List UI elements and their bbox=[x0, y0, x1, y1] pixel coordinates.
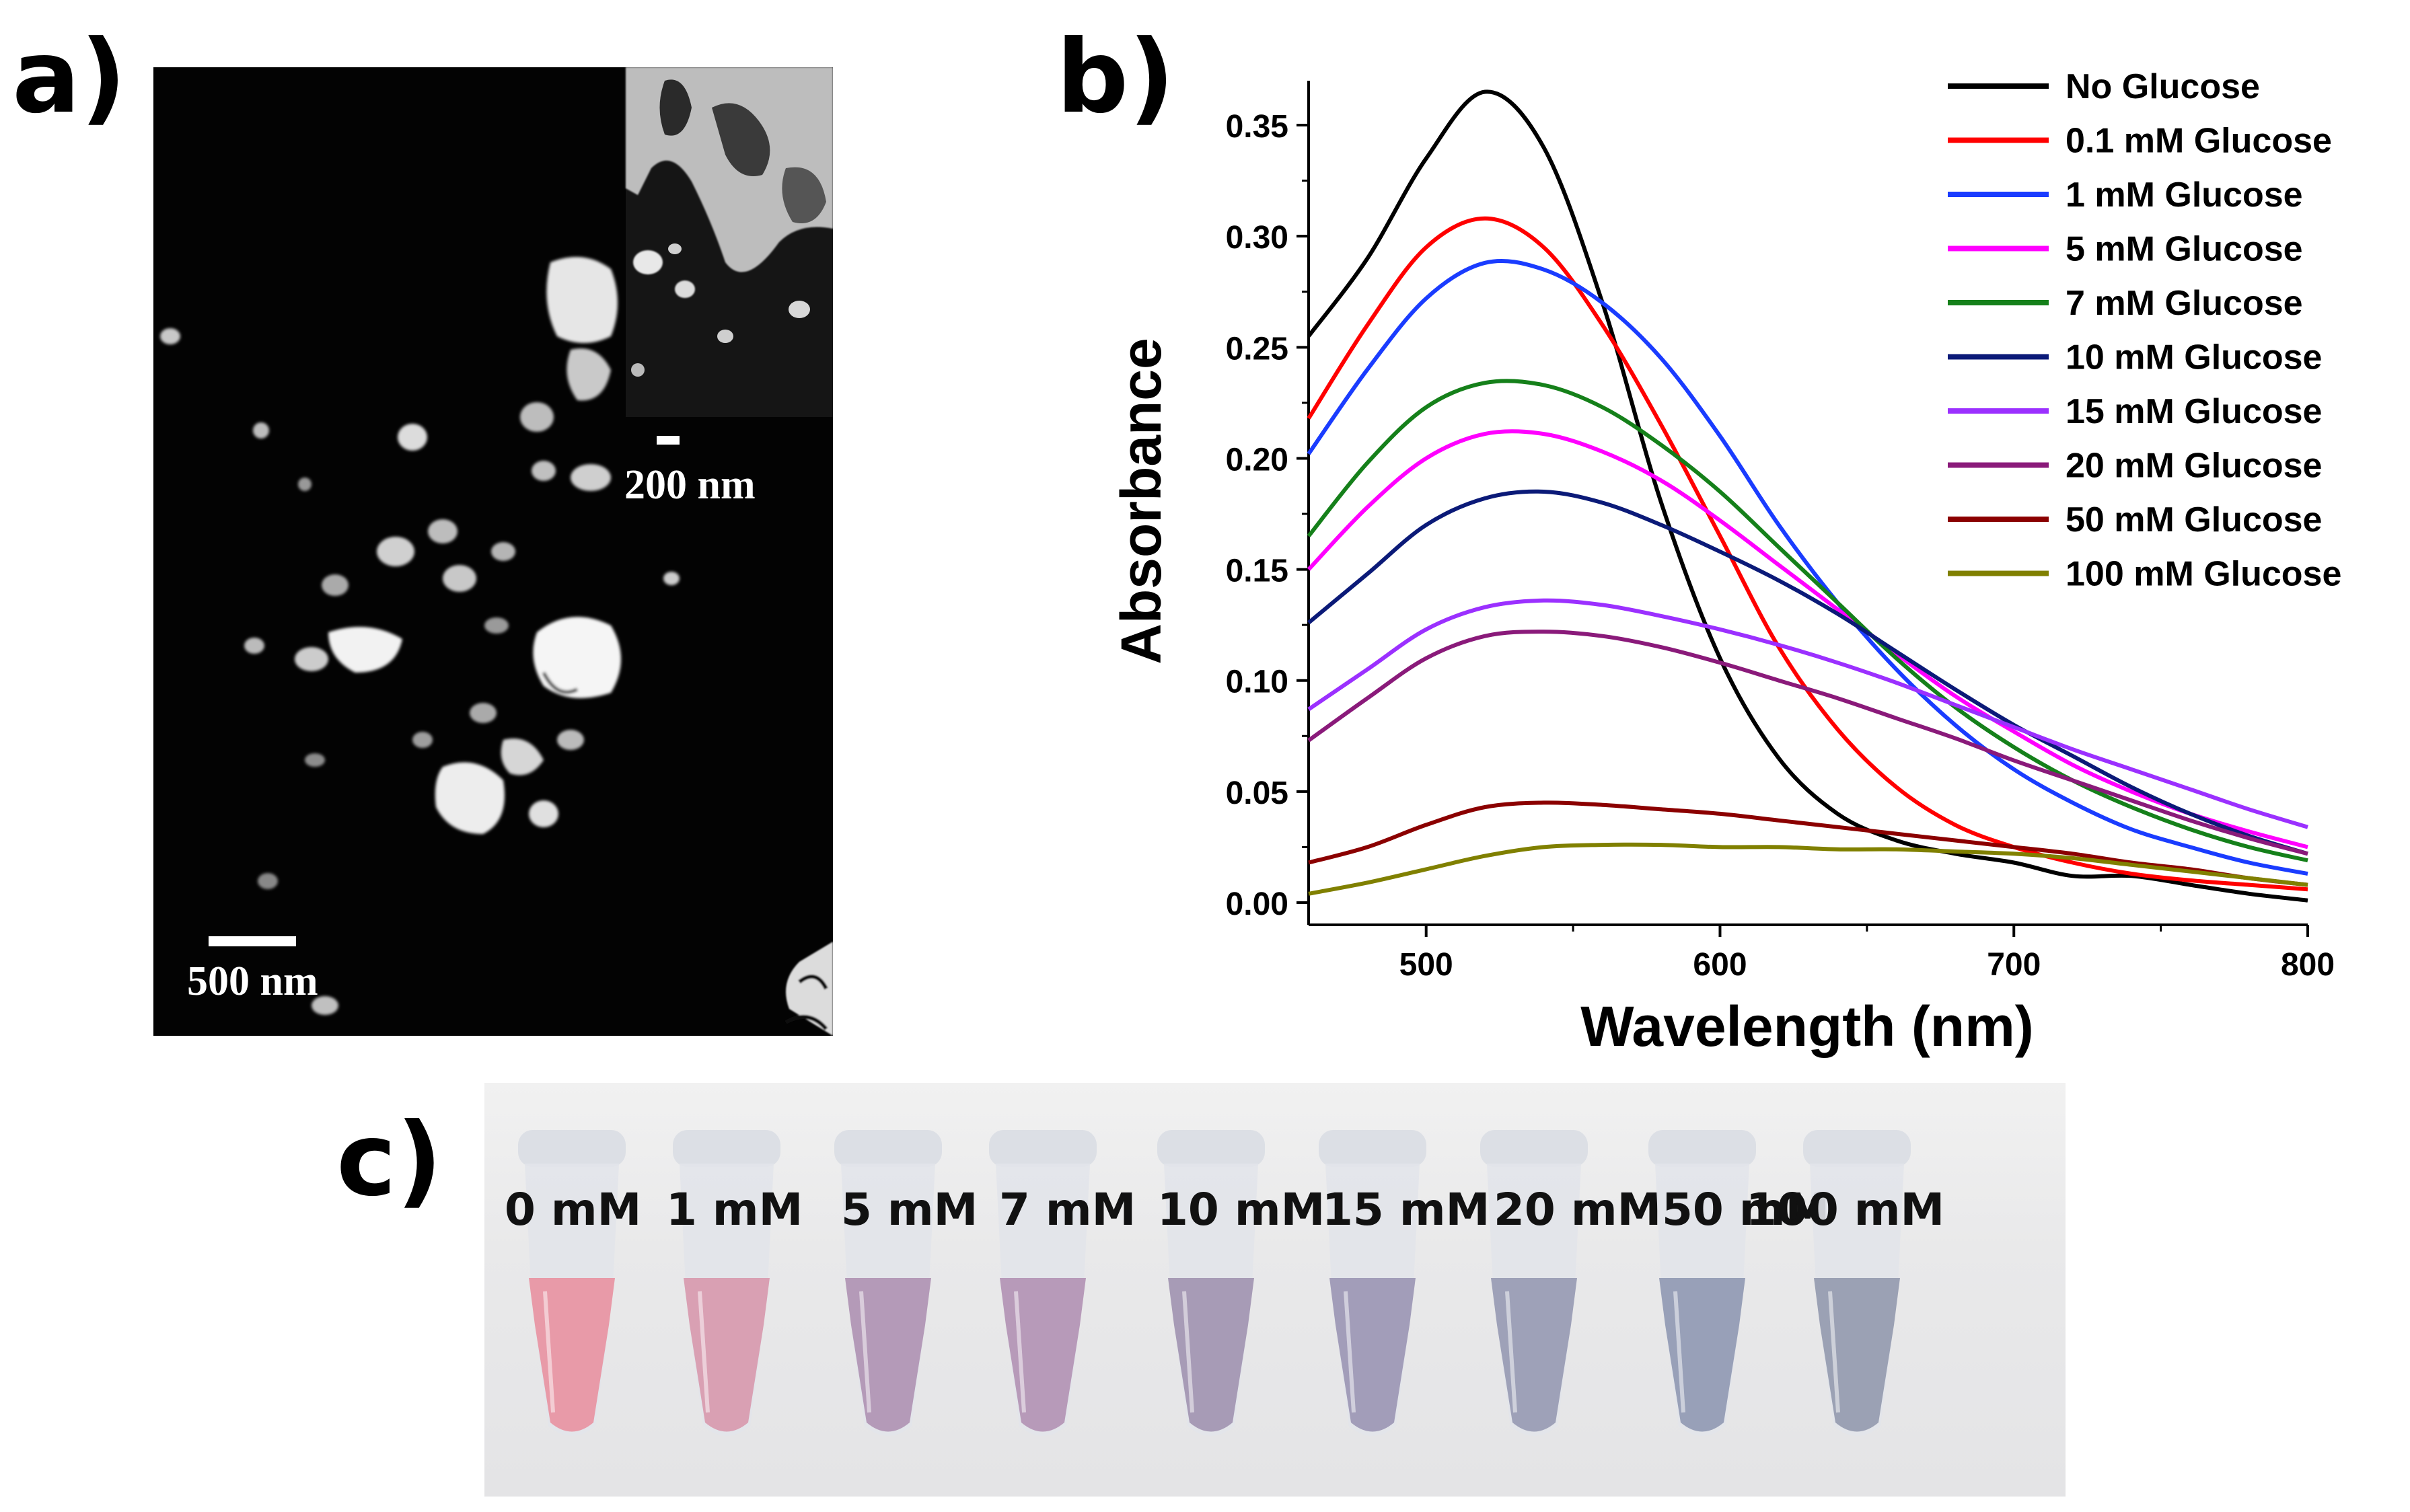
tube-graphic bbox=[673, 1130, 780, 1436]
tube bbox=[982, 1123, 1103, 1473]
nanoparticle-cluster bbox=[160, 257, 680, 1015]
legend-label: 1 mM Glucose bbox=[2066, 176, 2303, 215]
tube bbox=[511, 1123, 632, 1473]
series-line bbox=[1307, 379, 2308, 863]
series-line bbox=[1307, 630, 2308, 856]
tube-graphic bbox=[1480, 1130, 1588, 1436]
inset-scalebar bbox=[657, 436, 680, 445]
chart-axes: 0.00 0.05 0.10 0.15 0.20 0.25 0.30 0.35 500 600 70… bbox=[1226, 81, 2335, 983]
x-axis-title: Wavelength (nm) bbox=[1580, 995, 2034, 1058]
x-tick-label: 700 bbox=[1987, 947, 2041, 983]
panel-c-label: c) bbox=[336, 1102, 443, 1219]
y-tick-label: 0.30 bbox=[1226, 220, 1288, 256]
chart-series-group bbox=[1307, 89, 2308, 903]
tube-liquid bbox=[1659, 1278, 1745, 1432]
legend-label: 50 mM Glucose bbox=[2066, 500, 2322, 539]
x-tick-label: 500 bbox=[1399, 947, 1453, 983]
tube-graphic bbox=[518, 1130, 626, 1436]
y-tick-label: 0.35 bbox=[1226, 109, 1288, 145]
series-line bbox=[1307, 598, 2308, 829]
series-line bbox=[1308, 842, 2308, 896]
tube-liquid bbox=[1000, 1278, 1086, 1432]
tube-label: 20 mM bbox=[1494, 1184, 1662, 1236]
tube-graphic bbox=[1803, 1130, 1911, 1436]
tube bbox=[1796, 1123, 1918, 1473]
series-line bbox=[1307, 489, 2308, 856]
tube-label: 5 mM bbox=[841, 1184, 978, 1236]
y-tick-label: 0.15 bbox=[1226, 554, 1288, 589]
legend-label: 15 mM Glucose bbox=[2066, 392, 2322, 431]
legend-label: 100 mM Glucose bbox=[2066, 555, 2341, 594]
tube bbox=[1312, 1123, 1433, 1473]
tube-label: 1 mM bbox=[666, 1184, 803, 1236]
main-scalebar bbox=[209, 936, 296, 946]
tube-graphic bbox=[1319, 1130, 1426, 1436]
main-scalebar-label: 500 nm bbox=[187, 958, 318, 1004]
tem-micrograph: 200 nm 500 nm bbox=[153, 67, 833, 1036]
x-tick-label: 600 bbox=[1693, 947, 1747, 983]
tube-liquid bbox=[1491, 1278, 1577, 1432]
tube-graphic bbox=[989, 1130, 1097, 1436]
tube-liquid bbox=[684, 1278, 770, 1432]
tube-label: 10 mM bbox=[1157, 1184, 1325, 1236]
tube-photo: 0 mM 1 mM 5 mM 7 mM 10 mM 15 mM 20 mM 50 mM 100 … bbox=[484, 1083, 2066, 1497]
chart-legend: No Glucose 0.1 mM Glucose 1 mM Glucose 5 mM… bbox=[1948, 67, 2341, 594]
tube-liquid bbox=[1329, 1278, 1416, 1432]
tube-graphic bbox=[834, 1130, 942, 1436]
tube-graphic bbox=[1648, 1130, 1756, 1436]
y-tick-label: 0.10 bbox=[1226, 665, 1288, 700]
tube-label: 15 mM bbox=[1322, 1184, 1490, 1236]
legend-label: 7 mM Glucose bbox=[2066, 284, 2303, 323]
tube-graphic bbox=[1157, 1130, 1265, 1436]
series-line bbox=[1307, 89, 2308, 903]
tube-liquid bbox=[1814, 1278, 1900, 1432]
series-line bbox=[1307, 258, 2308, 876]
tube-liquid bbox=[1168, 1278, 1254, 1432]
tube bbox=[1642, 1123, 1763, 1473]
y-axis-title: Absorbance bbox=[1109, 338, 1173, 664]
tube-liquid bbox=[845, 1278, 931, 1432]
tube-liquid bbox=[529, 1278, 615, 1432]
series-line bbox=[1307, 216, 2308, 892]
x-tick-label: 800 bbox=[2281, 947, 2335, 983]
y-tick-label: 0.20 bbox=[1226, 442, 1288, 478]
legend-label: 20 mM Glucose bbox=[2066, 447, 2322, 486]
y-tick-label: 0.05 bbox=[1226, 776, 1288, 811]
tube-label: 100 mM bbox=[1746, 1184, 1945, 1236]
absorbance-chart: 0.00 0.05 0.10 0.15 0.20 0.25 0.30 0.35 500 600 70… bbox=[1109, 67, 2341, 1058]
legend-label: No Glucose bbox=[2066, 67, 2260, 106]
series-line bbox=[1308, 800, 2308, 887]
y-tick-label: 0.25 bbox=[1226, 331, 1288, 367]
tube bbox=[1151, 1123, 1272, 1473]
inset-scalebar-label: 200 nm bbox=[624, 462, 756, 508]
panel-a-label: a) bbox=[12, 19, 126, 136]
tube bbox=[666, 1123, 787, 1473]
tube bbox=[1473, 1123, 1595, 1473]
tube-label: 0 mM bbox=[505, 1184, 642, 1236]
tube bbox=[828, 1123, 949, 1473]
series-line bbox=[1307, 429, 2308, 849]
tube-label: 50 mM bbox=[1662, 1184, 1830, 1236]
legend-label: 5 mM Glucose bbox=[2066, 230, 2303, 269]
tube-label: 7 mM bbox=[999, 1184, 1136, 1236]
legend-label: 0.1 mM Glucose bbox=[2066, 122, 2332, 161]
y-tick-label: 0.00 bbox=[1226, 886, 1288, 922]
tem-image bbox=[160, 67, 833, 1036]
legend-label: 10 mM Glucose bbox=[2066, 338, 2322, 377]
panel-b-label: b) bbox=[1056, 19, 1175, 136]
